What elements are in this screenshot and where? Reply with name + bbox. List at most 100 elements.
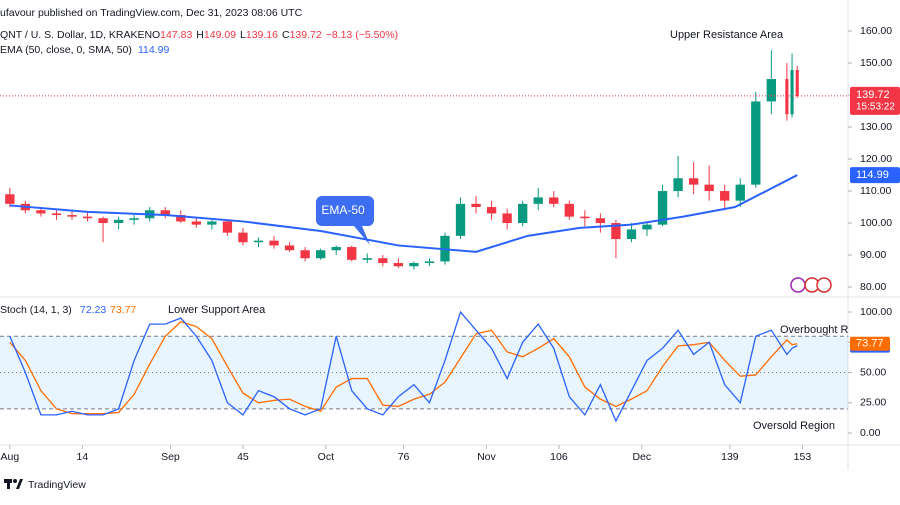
candle-body — [486, 207, 497, 214]
y-tick-label: 100.00 — [860, 306, 892, 318]
candle-body — [300, 250, 310, 259]
candle-body — [378, 258, 388, 264]
candle-body — [98, 218, 108, 224]
x-tick-label: 106 — [550, 451, 568, 463]
candle-body — [688, 178, 699, 185]
candle-body — [82, 216, 93, 219]
callout-bubble — [316, 196, 374, 245]
candle-body — [222, 221, 233, 233]
x-tick-label: 76 — [398, 451, 410, 463]
stoch-legend-value: 73.77 — [110, 304, 136, 316]
candle-body — [735, 184, 745, 201]
candle-body — [642, 224, 652, 230]
y-tick-label: 90.00 — [860, 249, 886, 261]
candle-body — [795, 69, 799, 96]
ohlc-label: C — [282, 29, 290, 41]
y-tick-label: 0.00 — [860, 427, 881, 439]
y-tick-label: 50.00 — [860, 366, 886, 378]
ohlc-label: L — [240, 29, 246, 41]
candle-body — [471, 203, 481, 208]
annotation: Upper Resistance Area — [670, 29, 784, 41]
change: −8.13 (−5.50%) — [326, 29, 398, 41]
candle-body — [502, 213, 512, 224]
annotation: Lower Support Area — [168, 304, 266, 316]
ema-tag-label: 114.99 — [856, 169, 889, 181]
candle-body — [129, 218, 139, 220]
candle-body — [657, 191, 668, 225]
candle-body — [518, 203, 528, 224]
annotation: Oversold Region — [753, 420, 835, 432]
y-tick-label: 110.00 — [860, 185, 891, 197]
x-tick-label: 45 — [237, 451, 249, 463]
candle-body — [673, 178, 683, 192]
candle-body — [113, 219, 124, 224]
symbol: QNT / U. S. Dollar, 1D, KRAKEN — [0, 29, 152, 41]
candle-body — [720, 191, 730, 201]
candle-body — [176, 215, 186, 222]
candle-body — [5, 194, 15, 204]
candle-body — [704, 184, 714, 192]
stoch-legend-value: 72.23 — [80, 304, 106, 316]
last-price-tag — [850, 86, 900, 115]
stoch-tag-label: 73.77 — [856, 338, 884, 350]
ohlc-value: 147.83 — [160, 29, 192, 41]
ema-tag — [850, 167, 900, 184]
y-tick-label: 25.00 — [860, 397, 886, 409]
candle-body — [160, 210, 170, 216]
candle-body — [409, 263, 419, 267]
currency-icons — [790, 277, 832, 293]
y-tick-label: 80.00 — [860, 281, 886, 293]
candle-body — [533, 197, 543, 204]
candle-body — [36, 210, 46, 214]
x-tick-label: 139 — [721, 451, 739, 463]
x-tick-label: Nov — [477, 451, 496, 463]
stoch-title: Stoch (14, 1, 3) — [0, 304, 72, 316]
annotation: Overbought R — [780, 324, 849, 336]
annotation: EMA-50 — [321, 203, 365, 217]
candle-body — [751, 101, 761, 185]
x-tick-label: Oct — [318, 451, 334, 463]
y-tick-label: 120.00 — [860, 153, 892, 165]
ohlc-value: 149.09 — [204, 29, 236, 41]
x-tick-label: Sep — [161, 451, 180, 463]
ohlc: O147.83 H149.09 L139.16 C139.72 −8.13 (−5.50… — [152, 29, 398, 41]
ohlc-label: H — [196, 29, 204, 41]
candle-body — [595, 218, 606, 224]
candle-body — [238, 232, 248, 243]
candle-body — [315, 250, 326, 259]
candle-body — [766, 79, 776, 102]
countdown: 15:53:22 — [856, 102, 895, 113]
brand-logo — [4, 479, 23, 489]
ema-line — [9, 174, 798, 253]
candle-body — [424, 261, 435, 264]
ohlc-label: O — [152, 29, 160, 41]
y-tick-label: 100.00 — [860, 217, 892, 229]
brand: TradingView — [28, 479, 86, 491]
candle-body — [564, 203, 574, 217]
candle-body — [347, 247, 357, 260]
candle-body — [191, 221, 201, 225]
stoch-line — [9, 320, 798, 415]
candle-body — [549, 197, 559, 204]
x-tick-label: Dec — [632, 451, 651, 463]
candle-body — [67, 215, 77, 217]
y-tick-label: 130.00 — [860, 121, 892, 133]
stoch-tag — [850, 336, 890, 351]
candle-body — [331, 247, 341, 251]
y-tick-label: 150.00 — [860, 57, 892, 69]
x-tick-label: 14 — [77, 451, 89, 463]
candle-body — [51, 213, 62, 216]
candle-body — [269, 240, 279, 246]
x-tick-label: 153 — [794, 451, 812, 463]
x-tick-label: Aug — [0, 451, 19, 463]
footer-bar — [0, 470, 900, 500]
ohlc-value: 139.72 — [290, 29, 322, 41]
ema-legend-name: EMA (50, close, 0, SMA, 50) — [0, 44, 132, 56]
candle-body — [580, 216, 590, 219]
last-price-label: 139.72 — [856, 89, 890, 101]
candle-body — [207, 221, 217, 225]
candle-body — [785, 79, 789, 115]
candle-body — [284, 245, 295, 251]
